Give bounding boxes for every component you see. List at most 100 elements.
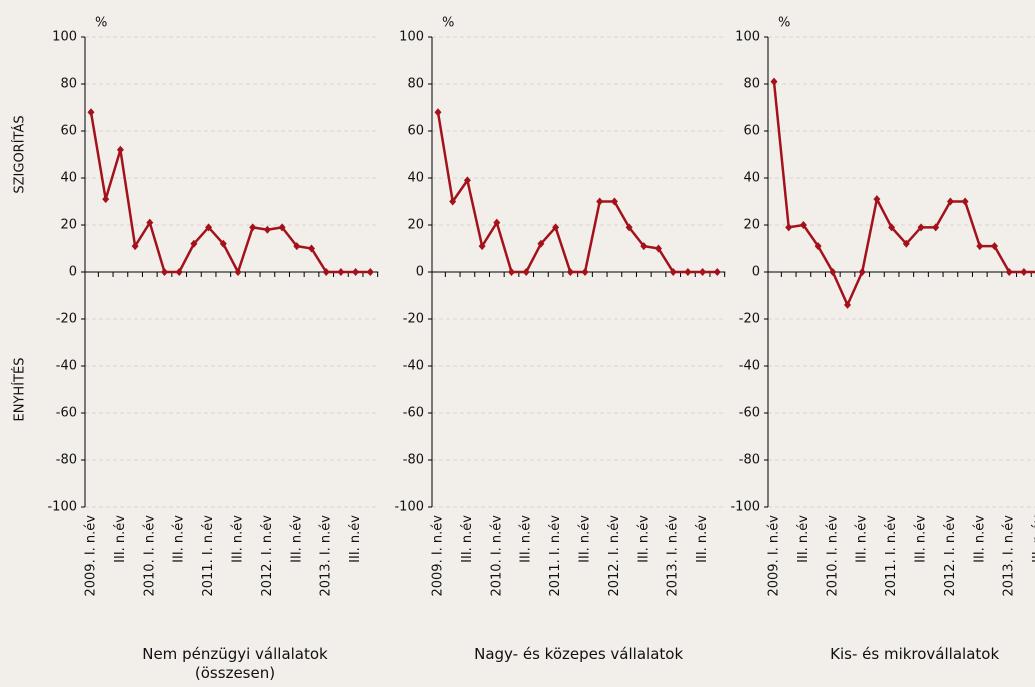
chart-title: Nem pénzügyi vállalatok (összesen) [142, 645, 328, 682]
data-point [87, 108, 95, 117]
y-tick-label: -100 [394, 500, 424, 515]
x-tick-label: III. n.év [460, 515, 475, 563]
x-tick-label: 2013. I. n.év [319, 515, 334, 597]
x-tick-label: III. n.év [636, 515, 651, 563]
y-tick-label: 20 [60, 218, 77, 233]
data-point [249, 223, 257, 232]
y-tick-label: -40 [403, 359, 424, 374]
series-line [89, 111, 371, 276]
x-tick-label: 2011. I. n.év [201, 515, 216, 597]
y-tick-label: -80 [739, 453, 760, 468]
unit-label: % [95, 16, 107, 31]
data-point [175, 268, 183, 276]
data-point [146, 218, 154, 227]
chart-title: Nagy- és közepes vállalatok [474, 645, 684, 663]
data-point [976, 242, 984, 251]
data-point [961, 197, 969, 206]
y-tick-label: 20 [407, 218, 424, 233]
x-tick-label: 2009. I. n.év [767, 515, 782, 597]
x-tick-label: III. n.év [348, 515, 363, 563]
y-tick-label: 40 [60, 171, 77, 186]
data-point [508, 268, 515, 276]
x-tick-label: III. n.év [231, 515, 246, 563]
series-line [772, 81, 1035, 308]
data-point [785, 223, 793, 232]
y-tick-label: 20 [743, 218, 760, 233]
data-point [814, 242, 822, 251]
data-point [625, 223, 633, 232]
data-point [917, 223, 925, 232]
data-point [699, 268, 707, 276]
y-tick-label: -60 [56, 406, 77, 421]
y-tick-label: -40 [739, 359, 760, 374]
x-tick-label: III. n.év [1031, 515, 1035, 563]
data-point [858, 268, 866, 276]
data-point [770, 77, 778, 86]
y-tick-label: -60 [403, 406, 424, 421]
x-tick-label: III. n.év [113, 515, 128, 563]
y-tick-label: -20 [403, 312, 424, 327]
data-point [610, 197, 618, 206]
x-tick-label: III. n.év [914, 515, 929, 563]
y-tick-label: 100 [399, 30, 424, 45]
x-tick-label: III. n.év [855, 515, 870, 563]
x-tick-label: 2009. I. n.év [431, 515, 446, 597]
y-tick-label: 60 [743, 124, 760, 139]
data-point [352, 268, 360, 276]
x-tick-label: 2010. I. n.év [489, 515, 504, 597]
data-point [799, 221, 807, 229]
data-point [1020, 268, 1028, 276]
data-point [493, 218, 501, 227]
data-point [205, 223, 213, 232]
data-point [449, 197, 457, 206]
data-point [713, 268, 721, 276]
data-point [844, 300, 851, 309]
chart-title: Kis- és mikrovállalatok [830, 645, 1000, 663]
y-tick-label: -20 [739, 312, 760, 327]
data-point [463, 176, 471, 185]
data-point [581, 268, 589, 276]
data-point [434, 108, 442, 117]
x-tick-label: 2012. I. n.év [943, 515, 958, 597]
data-point [161, 268, 168, 276]
data-point [1005, 268, 1013, 276]
data-point [888, 223, 896, 232]
y-tick-label: -100 [47, 500, 77, 515]
x-tick-label: 2013. I. n.év [1002, 515, 1017, 597]
y-label-bottom: ENYHÍTÉS [12, 358, 28, 422]
unit-label: % [778, 16, 790, 31]
x-tick-label: 2013. I. n.év [666, 515, 681, 597]
data-point [655, 244, 662, 253]
y-tick-label: 0 [416, 265, 424, 280]
y-tick-label: 0 [752, 265, 760, 280]
x-tick-label: 2012. I. n.év [607, 515, 622, 597]
data-point [366, 268, 374, 276]
data-point [293, 242, 301, 251]
data-point [932, 223, 940, 232]
y-tick-label: 60 [407, 124, 424, 139]
data-point [684, 268, 692, 276]
x-tick-label: III. n.év [172, 515, 187, 563]
data-point [131, 242, 139, 251]
data-point [234, 268, 242, 276]
x-tick-label: III. n.év [519, 515, 534, 563]
y-tick-label: 60 [60, 124, 77, 139]
x-tick-label: III. n.év [289, 515, 304, 563]
data-point [337, 268, 345, 276]
x-tick-label: III. n.év [695, 515, 710, 563]
y-label-top: SZIGORÍTÁS [12, 115, 28, 193]
data-point [478, 242, 486, 251]
x-tick-label: III. n.év [578, 515, 593, 563]
y-tick-label: -80 [56, 453, 77, 468]
data-point [116, 145, 124, 154]
data-point [308, 244, 315, 253]
y-tick-label: 40 [407, 171, 424, 186]
x-tick-label: 2011. I. n.év [548, 515, 563, 597]
data-point [322, 268, 330, 276]
y-tick-label: 80 [407, 77, 424, 92]
data-point [263, 225, 271, 234]
data-point [991, 242, 998, 251]
data-point [219, 239, 227, 248]
data-point [537, 239, 545, 248]
